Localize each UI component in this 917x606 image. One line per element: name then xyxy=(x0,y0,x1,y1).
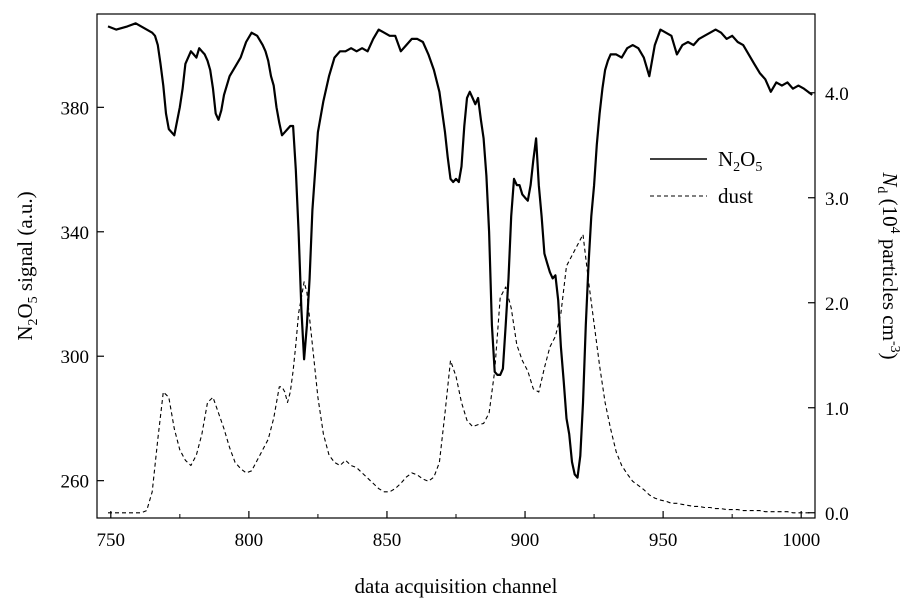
y-right-tick-label: 4.0 xyxy=(825,84,849,105)
axis-ticks: 750 800 850 900 950 1000 260 300 340 380 0.0 1.0 2.0… xyxy=(61,84,849,551)
series-line-dust xyxy=(108,233,813,514)
y-left-tick-label: 300 xyxy=(61,347,90,368)
plot-frame xyxy=(96,13,816,519)
x-tick-label: 950 xyxy=(649,530,678,551)
series-lines xyxy=(107,22,813,514)
legend-label-n2o5: N2O5 xyxy=(718,147,762,175)
y-right-tick-label: 1.0 xyxy=(825,399,849,420)
legend-label-dust: dust xyxy=(718,184,753,208)
x-tick-label: 750 xyxy=(97,530,126,551)
x-tick-label: 800 xyxy=(235,530,264,551)
y-left-tick-label: 380 xyxy=(61,98,90,119)
y-right-tick-label: 0.0 xyxy=(825,504,849,525)
y-right-axis-title: Nd (104 particles cm-3) xyxy=(874,171,902,359)
x-tick-label: 900 xyxy=(511,530,540,551)
x-tick-label: 850 xyxy=(373,530,402,551)
x-axis-title: data acquisition channel xyxy=(355,574,558,598)
y-right-tick-label: 2.0 xyxy=(825,294,849,315)
y-left-tick-label: 260 xyxy=(61,472,90,493)
series-line-n2o5 xyxy=(107,22,813,479)
x-tick-label: 1000 xyxy=(782,530,820,551)
y-left-tick-label: 340 xyxy=(61,223,90,244)
y-right-tick-label: 3.0 xyxy=(825,189,849,210)
legend: N2O5 dust xyxy=(650,147,762,208)
y-left-axis-title: N2O5 signal (a.u.) xyxy=(13,191,41,340)
